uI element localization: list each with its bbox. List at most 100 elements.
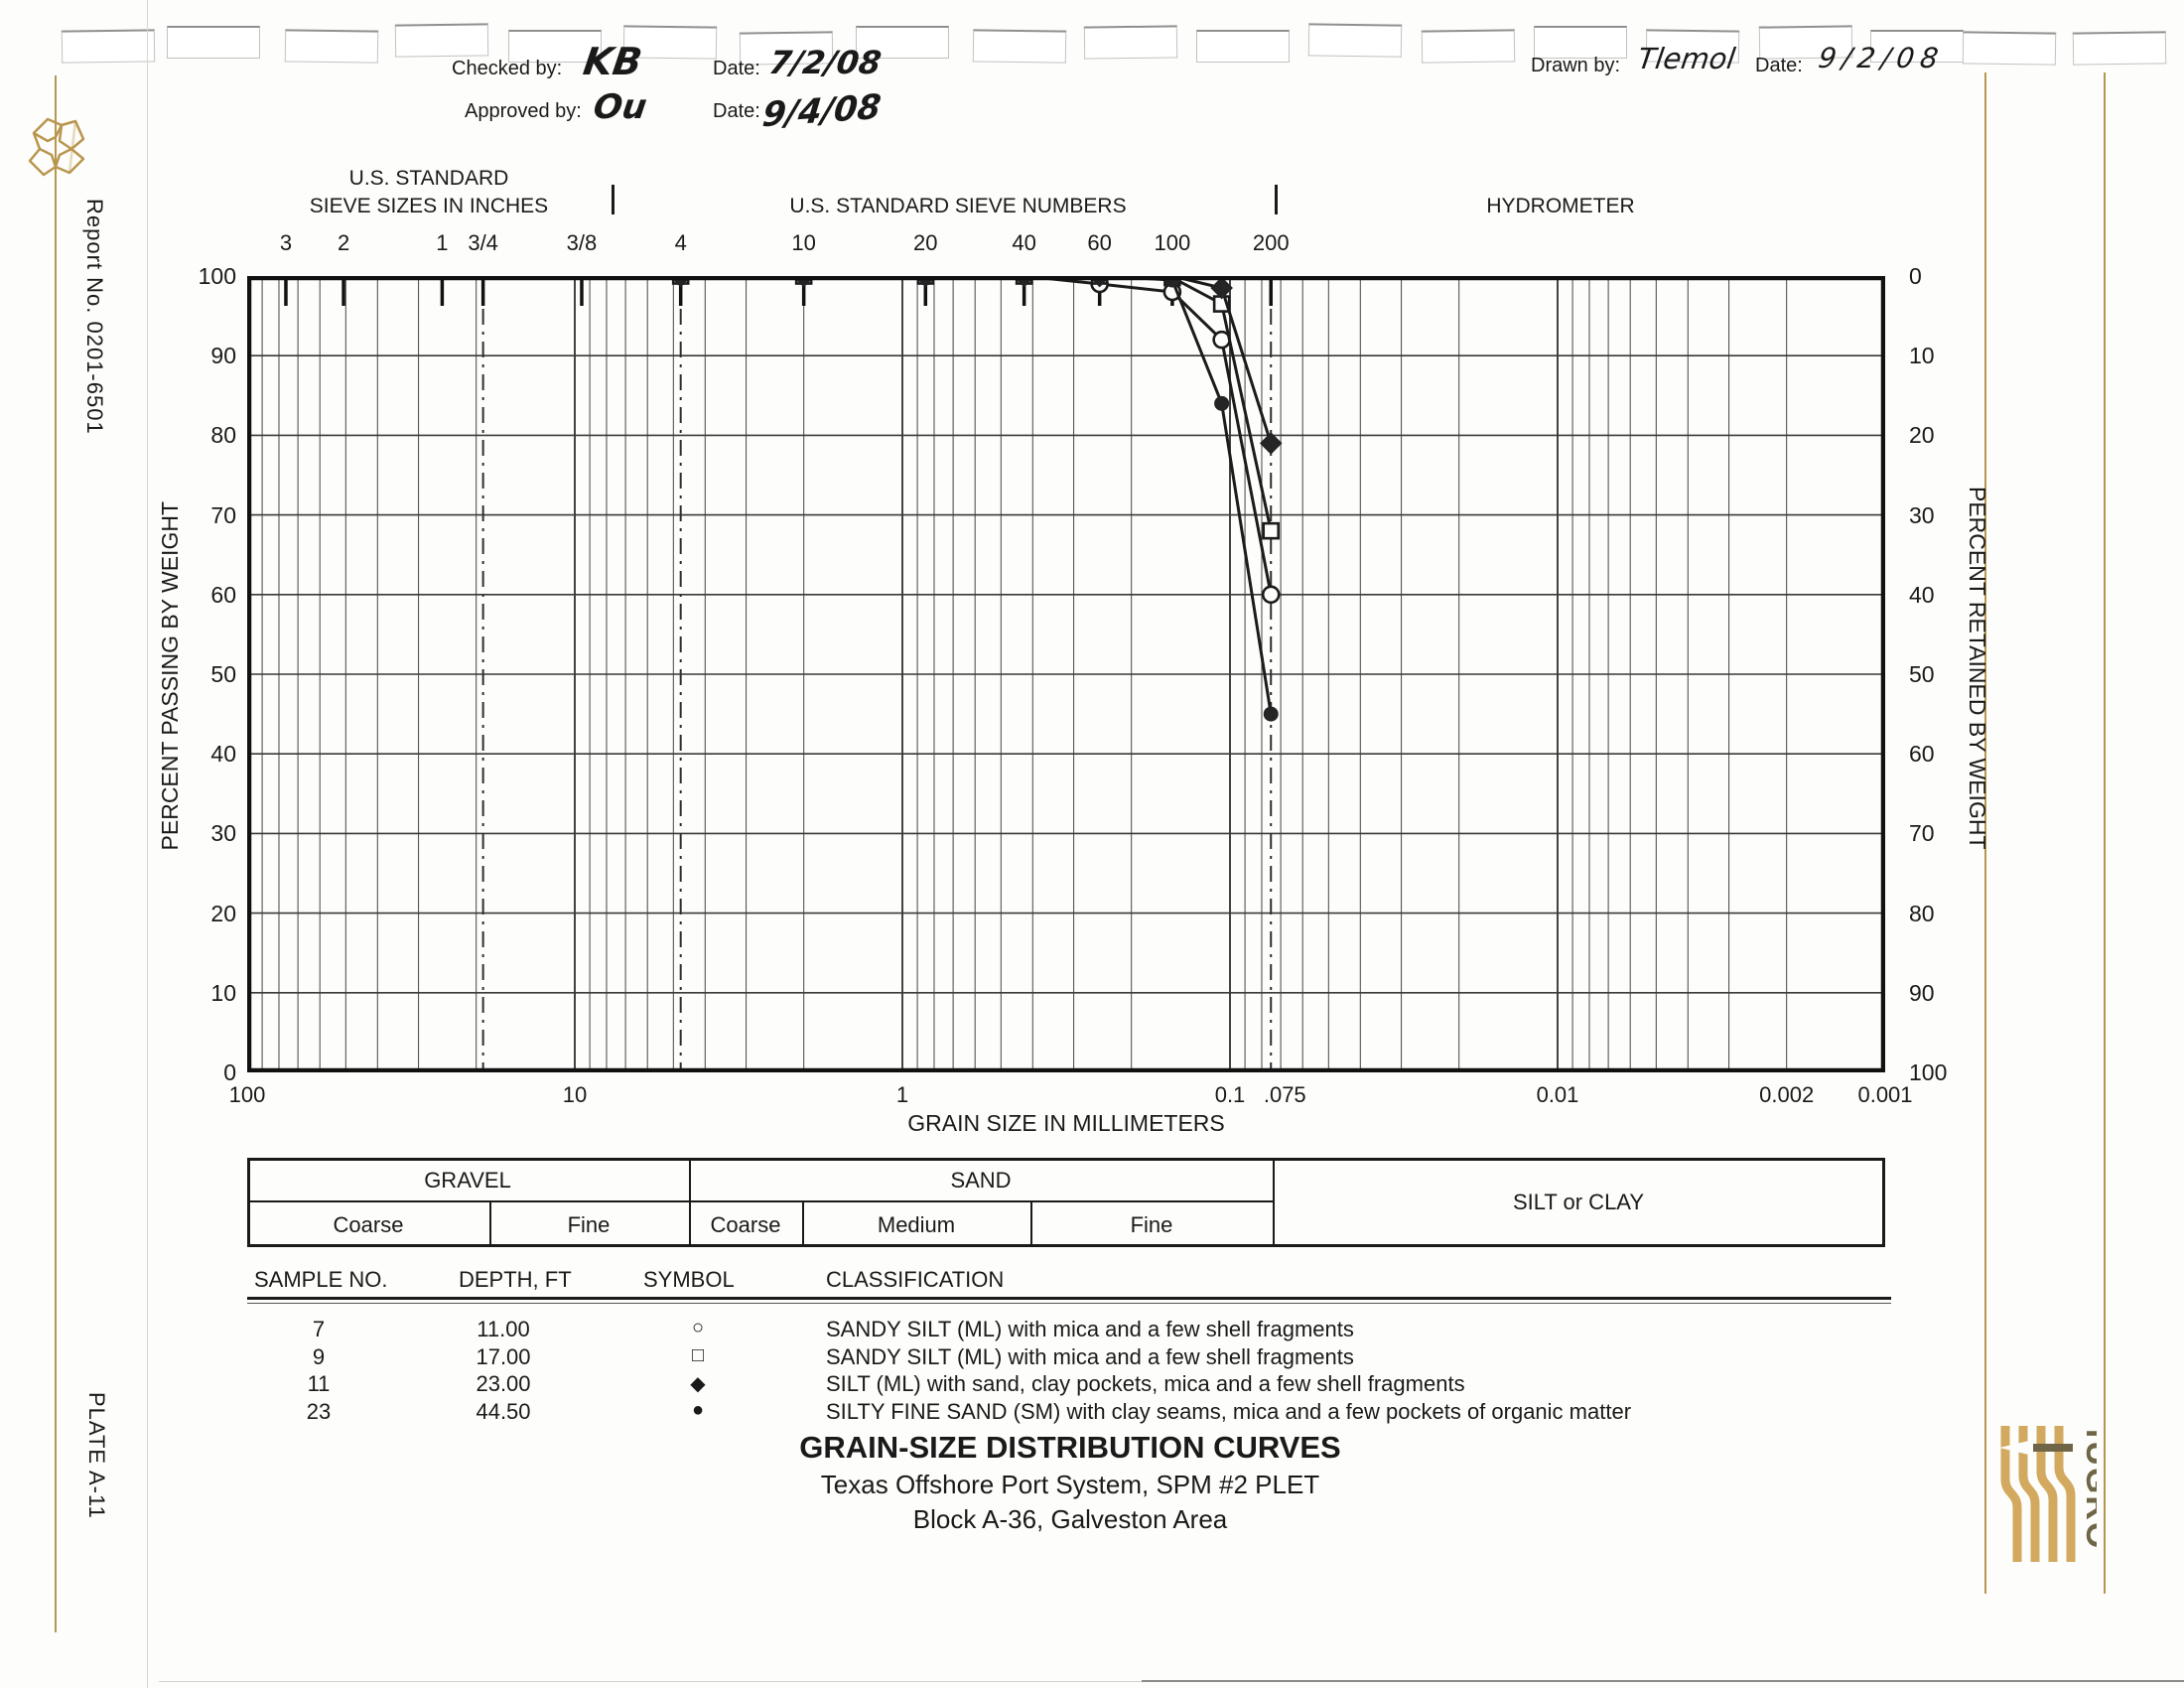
tick-label: 0.01 bbox=[1536, 1082, 1579, 1107]
sample-no: 23 bbox=[306, 1398, 332, 1424]
sample-symbol: □ bbox=[691, 1343, 705, 1366]
size-table-vline-sand-silt bbox=[1273, 1158, 1275, 1247]
tick-label: 10 bbox=[1909, 343, 1935, 369]
size-table-silt: SILT or CLAY bbox=[1512, 1190, 1645, 1214]
drawn-date-value: 9/2/08 bbox=[1816, 42, 1947, 74]
sample-classification: SANDY SILT (ML) with mica and a few shel… bbox=[826, 1343, 1354, 1369]
checked-by-signature: KB bbox=[580, 40, 645, 83]
y-axis-title-left: PERCENT PASSING BY WEIGHT bbox=[157, 501, 183, 851]
curve-sample-9 bbox=[680, 276, 1273, 531]
tick-label: 50 bbox=[210, 661, 236, 687]
tick-label: 3/8 bbox=[566, 230, 598, 255]
marker-sample-7 bbox=[1261, 585, 1281, 605]
right-margin-gold-line-inner bbox=[1984, 72, 1986, 1594]
drawn-by-signature: Tlemol bbox=[1635, 42, 1738, 75]
sample-classification: SANDY SILT (ML) with mica and a few shel… bbox=[826, 1317, 1354, 1341]
size-table-border bbox=[247, 1158, 1885, 1247]
size-table-gravel-fine: Fine bbox=[567, 1212, 611, 1237]
tick-label: .075 bbox=[1263, 1082, 1306, 1107]
sample-no: 11 bbox=[307, 1371, 331, 1396]
report-number: Report No. 0201-6501 bbox=[82, 199, 107, 435]
tape-mark bbox=[856, 26, 949, 59]
hydrometer-header: HYDROMETER bbox=[1486, 195, 1635, 217]
approved-date-label: Date: bbox=[713, 100, 760, 122]
checked-date-label: Date: bbox=[713, 58, 760, 79]
drawn-by-label: Drawn by: bbox=[1531, 55, 1621, 76]
marker-sample-9 bbox=[1262, 521, 1281, 540]
tape-mark bbox=[1196, 30, 1290, 63]
tick-label: 0.002 bbox=[1759, 1082, 1815, 1107]
sample-table-underline bbox=[247, 1297, 1891, 1300]
size-table-vline-gravel-sand bbox=[689, 1158, 691, 1247]
tick-label: 60 bbox=[1909, 741, 1935, 768]
right-margin-gold-line-outer bbox=[2104, 72, 2106, 1594]
tick-label: 0 bbox=[1909, 263, 1922, 289]
checked-by-label: Checked by: bbox=[452, 58, 563, 79]
tick-label: 10 bbox=[210, 979, 236, 1006]
tick-label: 10 bbox=[791, 230, 816, 255]
tick-label: 10 bbox=[562, 1082, 588, 1107]
header-separator-2 bbox=[1275, 185, 1278, 214]
sample-depth: 17.00 bbox=[476, 1343, 531, 1369]
sample-table-header-class: CLASSIFICATION bbox=[826, 1267, 1005, 1292]
left-margin-gold-line bbox=[55, 75, 57, 1632]
tick-label: 50 bbox=[1909, 661, 1935, 687]
tape-mark bbox=[1534, 26, 1627, 59]
tick-label: 0 bbox=[223, 1059, 236, 1085]
scan-bottom-edge-light bbox=[159, 1681, 1142, 1682]
tick-label: 40 bbox=[210, 741, 236, 768]
size-table-gravel-coarse: Coarse bbox=[333, 1212, 404, 1237]
drawn-date-label: Date: bbox=[1755, 55, 1803, 76]
x-axis-title: GRAIN SIZE IN MILLIMETERS bbox=[907, 1110, 1225, 1136]
tick-label: 0.001 bbox=[1857, 1082, 1913, 1107]
fugro-logo: fUGRO bbox=[1999, 1426, 2097, 1562]
tape-mark bbox=[1421, 29, 1516, 64]
size-table-sand-coarse: Coarse bbox=[710, 1212, 781, 1237]
tape-mark bbox=[284, 29, 379, 64]
sample-depth: 23.00 bbox=[476, 1371, 531, 1396]
curve-sample-23 bbox=[680, 276, 1273, 715]
sample-no: 9 bbox=[312, 1343, 326, 1369]
tick-label: 100 bbox=[1909, 1059, 1948, 1085]
tick-label: 70 bbox=[1909, 820, 1935, 847]
tape-mark bbox=[1083, 25, 1178, 60]
tick-label: 60 bbox=[210, 581, 236, 608]
recycle-logo bbox=[28, 117, 85, 177]
size-table-vline-gravel-split bbox=[489, 1202, 491, 1247]
size-table-vline-sand-med-fine bbox=[1030, 1202, 1032, 1247]
marker-sample-11 bbox=[1210, 276, 1233, 300]
grain-size-chart bbox=[247, 276, 1885, 1072]
tape-mark bbox=[167, 26, 260, 59]
tick-label: 0.1 bbox=[1214, 1082, 1246, 1107]
sample-symbol: ◆ bbox=[690, 1373, 706, 1395]
approved-date-value: 9/4/08 bbox=[760, 86, 884, 136]
page-edge-line bbox=[147, 0, 148, 1688]
tick-label: 3/4 bbox=[468, 230, 498, 255]
marker-sample-11 bbox=[1259, 432, 1283, 455]
fugro-wordmark: fUGRO bbox=[2079, 1428, 2097, 1550]
sample-depth: 11.00 bbox=[477, 1317, 530, 1341]
tick-label: 90 bbox=[1909, 979, 1935, 1006]
sample-table-header-depth: DEPTH, FT bbox=[459, 1267, 572, 1292]
size-table-hline-mid bbox=[247, 1200, 1275, 1202]
sample-no: 7 bbox=[312, 1317, 326, 1341]
sample-table-header-symbol: SYMBOL bbox=[643, 1267, 735, 1292]
tick-label: 90 bbox=[210, 343, 236, 369]
tick-label: 70 bbox=[210, 501, 236, 528]
tape-mark bbox=[972, 29, 1067, 64]
approved-by-signature: Ou bbox=[591, 87, 649, 127]
sample-symbol: ○ bbox=[691, 1317, 705, 1338]
tick-label: 30 bbox=[210, 820, 236, 847]
tape-mark bbox=[1962, 31, 2057, 66]
size-table-vline-sand-coarse-med bbox=[802, 1202, 804, 1247]
sieve-numbers-header: U.S. STANDARD SIEVE NUMBERS bbox=[789, 195, 1127, 217]
sample-table-underline-2 bbox=[247, 1303, 1891, 1304]
tick-label: 2 bbox=[337, 230, 350, 255]
scan-bottom-edge-dark bbox=[1142, 1680, 2184, 1682]
y-axis-title-right: PERCENT RETAINED BY WEIGHT bbox=[1965, 487, 1990, 850]
marker-sample-11 bbox=[1088, 276, 1111, 288]
tick-label: 20 bbox=[210, 900, 236, 926]
tick-label: 3 bbox=[279, 230, 293, 255]
approved-by-label: Approved by: bbox=[465, 100, 582, 122]
